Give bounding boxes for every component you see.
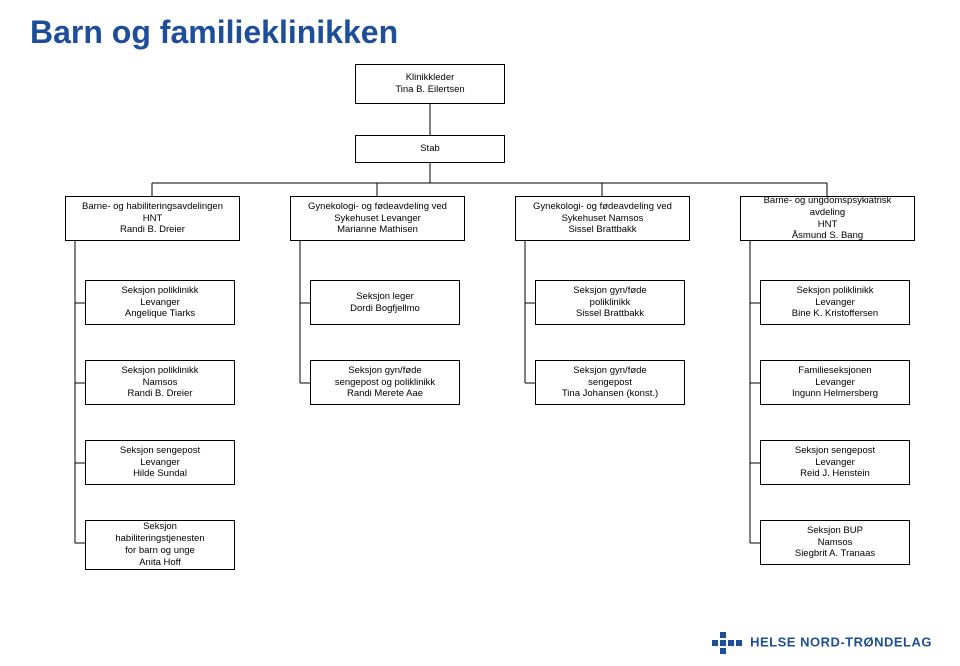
box-line: Seksjon gyn/føde bbox=[348, 365, 421, 377]
box-line: Dordi Bogfjellmo bbox=[350, 303, 420, 315]
box-line: Namsos bbox=[818, 537, 853, 549]
box-d4: Seksjon BUP Namsos Siegbrit A. Tranaas bbox=[760, 520, 910, 565]
box-line: Seksjon gyn/føde bbox=[573, 285, 646, 297]
box-line: for barn og unge bbox=[125, 545, 195, 557]
box-leader: Klinikkleder Tina B. Eilertsen bbox=[355, 64, 505, 104]
box-line: sengepost bbox=[588, 377, 632, 389]
box-line: Randi Merete Aae bbox=[347, 388, 423, 400]
box-line: Levanger bbox=[140, 457, 180, 469]
box-line: Levanger bbox=[815, 457, 855, 469]
box-stab: Stab bbox=[355, 135, 505, 163]
box-colB: Gynekologi- og fødeavdeling ved Sykehuse… bbox=[290, 196, 465, 241]
box-line: Reid J. Henstein bbox=[800, 468, 870, 480]
cross-icon bbox=[710, 632, 744, 654]
box-line: Sissel Brattbakk bbox=[576, 308, 644, 320]
box-colC: Gynekologi- og fødeavdeling ved Sykehuse… bbox=[515, 196, 690, 241]
box-line: Seksjon poliklinikk bbox=[796, 285, 873, 297]
box-line: Tina B. Eilertsen bbox=[395, 84, 464, 96]
box-line: Sykehuset Namsos bbox=[562, 213, 644, 225]
box-colD: Barne- og ungdomspsykiatrisk avdeling HN… bbox=[740, 196, 915, 241]
box-b1: Seksjon leger Dordi Bogfjellmo bbox=[310, 280, 460, 325]
box-line: Gynekologi- og fødeavdeling ved bbox=[308, 201, 447, 213]
brand-text: HELSE NORD-TRØNDELAG bbox=[750, 634, 932, 649]
box-a2: Seksjon poliklinikk Namsos Randi B. Drei… bbox=[85, 360, 235, 405]
box-colA: Barne- og habiliteringsavdelingen HNT Ra… bbox=[65, 196, 240, 241]
box-line: Åsmund S. Bang bbox=[792, 230, 863, 242]
box-line: Seksjon BUP bbox=[807, 525, 863, 537]
box-line: Marianne Mathisen bbox=[337, 224, 418, 236]
box-line: Anita Hoff bbox=[139, 557, 181, 569]
box-line: Angelique Tiarks bbox=[125, 308, 195, 320]
box-line: Seksjon poliklinikk bbox=[121, 365, 198, 377]
box-line: Seksjon bbox=[143, 521, 177, 533]
box-line: Barne- og habiliteringsavdelingen bbox=[82, 201, 223, 213]
box-line: Seksjon poliklinikk bbox=[121, 285, 198, 297]
box-d3: Seksjon sengepost Levanger Reid J. Henst… bbox=[760, 440, 910, 485]
box-line: Tina Johansen (konst.) bbox=[562, 388, 658, 400]
box-line: Randi B. Dreier bbox=[128, 388, 193, 400]
box-line: Sykehuset Levanger bbox=[334, 213, 421, 225]
box-line: Seksjon sengepost bbox=[795, 445, 875, 457]
box-line: Levanger bbox=[140, 297, 180, 309]
box-line: Sissel Brattbakk bbox=[568, 224, 636, 236]
box-a4: Seksjon habiliteringstjenesten for barn … bbox=[85, 520, 235, 570]
box-line: HNT bbox=[818, 219, 838, 231]
page-title: Barn og familieklinikken bbox=[30, 14, 398, 51]
box-line: Klinikkleder bbox=[406, 72, 455, 84]
box-line: Randi B. Dreier bbox=[120, 224, 185, 236]
box-line: Seksjon gyn/føde bbox=[573, 365, 646, 377]
box-a3: Seksjon sengepost Levanger Hilde Sundal bbox=[85, 440, 235, 485]
box-a1: Seksjon poliklinikk Levanger Angelique T… bbox=[85, 280, 235, 325]
box-line: Barne- og ungdomspsykiatrisk avdeling bbox=[745, 195, 910, 219]
box-line: poliklinikk bbox=[590, 297, 631, 309]
box-line: Levanger bbox=[815, 377, 855, 389]
box-c1: Seksjon gyn/føde poliklinikk Sissel Brat… bbox=[535, 280, 685, 325]
box-line: Stab bbox=[420, 143, 440, 155]
box-c2: Seksjon gyn/føde sengepost Tina Johansen… bbox=[535, 360, 685, 405]
box-line: Ingunn Helmersberg bbox=[792, 388, 878, 400]
box-d1: Seksjon poliklinikk Levanger Bine K. Kri… bbox=[760, 280, 910, 325]
box-line: Seksjon sengepost bbox=[120, 445, 200, 457]
box-line: Gynekologi- og fødeavdeling ved bbox=[533, 201, 672, 213]
box-line: Seksjon leger bbox=[356, 291, 414, 303]
box-line: Levanger bbox=[815, 297, 855, 309]
box-line: Familieseksjonen bbox=[798, 365, 871, 377]
brand-label: HELSE NORD-TRØNDELAG bbox=[710, 632, 932, 654]
box-line: sengepost og poliklinikk bbox=[335, 377, 435, 389]
box-b2: Seksjon gyn/føde sengepost og poliklinik… bbox=[310, 360, 460, 405]
box-line: Bine K. Kristoffersen bbox=[792, 308, 878, 320]
box-d2: Familieseksjonen Levanger Ingunn Helmers… bbox=[760, 360, 910, 405]
box-line: HNT bbox=[143, 213, 163, 225]
box-line: Namsos bbox=[143, 377, 178, 389]
box-line: habiliteringstjenesten bbox=[115, 533, 204, 545]
box-line: Hilde Sundal bbox=[133, 468, 187, 480]
box-line: Siegbrit A. Tranaas bbox=[795, 548, 875, 560]
